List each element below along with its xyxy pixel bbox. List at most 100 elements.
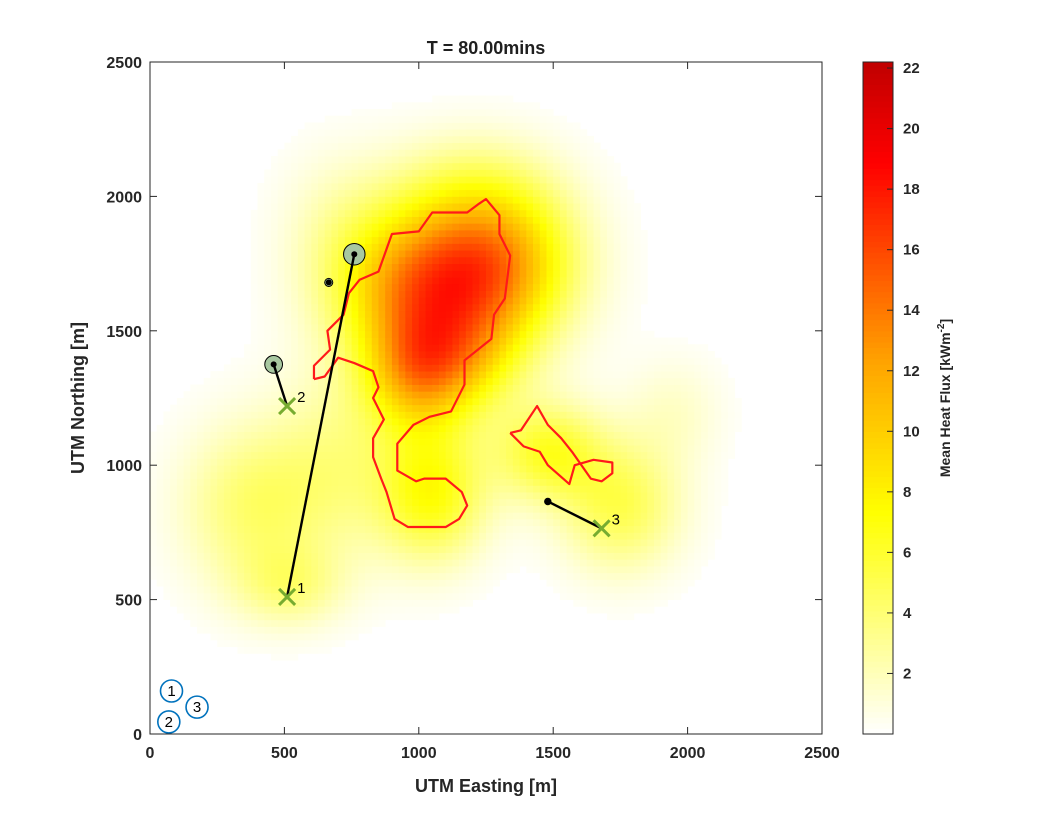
heatmap-cell: [264, 391, 272, 399]
heatmap-cell: [391, 350, 400, 359]
heatmap-cell: [244, 566, 252, 574]
heatmap-cell: [519, 189, 527, 197]
heatmap-cell: [526, 115, 534, 123]
heatmap-cell: [385, 357, 393, 365]
heatmap-cell: [391, 344, 400, 352]
heatmap-cell: [566, 176, 574, 184]
heatmap-cell: [297, 398, 305, 406]
heatmap-cell: [432, 310, 440, 318]
heatmap-cell: [338, 532, 346, 540]
heatmap-cell: [297, 344, 305, 352]
heatmap-cell: [365, 196, 373, 204]
heatmap-cell: [371, 243, 379, 251]
heatmap-cell: [223, 639, 232, 648]
heatmap-cell: [438, 303, 447, 312]
heatmap-cell: [512, 149, 520, 157]
heatmap-cell: [633, 485, 641, 493]
heatmap-cell: [593, 559, 601, 567]
heatmap-cell: [472, 371, 480, 379]
heatmap-cell: [318, 344, 326, 352]
heatmap-cell: [432, 129, 440, 137]
heatmap-cell: [600, 203, 608, 211]
heatmap-cell: [486, 492, 494, 500]
heatmap-cell: [613, 209, 621, 217]
heatmap-cell: [606, 277, 615, 285]
heatmap-cell: [580, 599, 588, 607]
heatmap-cell: [291, 606, 299, 614]
heatmap-cell: [217, 572, 225, 580]
heatmap-cell: [546, 236, 554, 244]
heatmap-cell: [203, 592, 211, 600]
heatmap-cell: [297, 230, 305, 238]
heatmap-cell: [230, 357, 238, 365]
heatmap-cell: [660, 599, 668, 607]
heatmap-cell: [304, 586, 312, 594]
heatmap-cell: [418, 404, 426, 412]
heatmap-cell: [391, 156, 400, 164]
heatmap-cell: [237, 364, 245, 372]
heatmap-cell: [405, 350, 413, 359]
heatmap-cell: [223, 445, 232, 453]
heatmap-cell: [553, 404, 561, 412]
heatmap-cell: [344, 350, 352, 359]
heatmap-cell: [223, 465, 232, 473]
heatmap-cell: [465, 539, 473, 547]
heatmap-cell: [519, 176, 527, 184]
heatmap-cell: [459, 277, 467, 285]
heatmap-cell: [660, 532, 668, 540]
heatmap-cell: [613, 485, 621, 493]
heatmap-cell: [304, 283, 312, 291]
heatmap-cell: [284, 465, 292, 473]
heatmap-cell: [486, 377, 494, 385]
heatmap-cell: [311, 344, 319, 352]
heatmap-cell: [385, 478, 393, 486]
heatmap-cell: [425, 498, 433, 506]
heatmap-cell: [270, 256, 279, 264]
heatmap-cell: [250, 492, 258, 500]
heatmap-cell: [217, 498, 225, 506]
heatmap-cell: [412, 418, 420, 426]
heatmap-cell: [640, 411, 648, 419]
heatmap-cell: [580, 592, 588, 600]
heatmap-cell: [203, 424, 211, 432]
heatmap-cell: [580, 364, 588, 372]
heatmap-cell: [365, 545, 373, 553]
heatmap-cell: [445, 122, 453, 130]
heatmap-cell: [546, 384, 554, 392]
heatmap-cell: [358, 606, 366, 614]
heatmap-cell: [217, 451, 225, 459]
heatmap-cell: [351, 492, 359, 500]
heatmap-cell: [284, 350, 292, 359]
heatmap-cell: [270, 350, 279, 359]
heatmap-cell: [512, 129, 520, 137]
heatmap-cell: [593, 599, 601, 607]
heatmap-cell: [580, 243, 588, 251]
heatmap-cell: [640, 465, 648, 473]
heatmap-cell: [660, 371, 668, 379]
heatmap-cell: [573, 350, 581, 359]
heatmap-cell: [257, 619, 265, 627]
heatmap-cell: [257, 250, 265, 258]
heatmap-cell: [506, 545, 514, 553]
heatmap-cell: [586, 525, 594, 533]
heatmap-cell: [264, 223, 272, 231]
heatmap-cell: [331, 592, 339, 600]
heatmap-cell: [425, 350, 433, 359]
heatmap-cell: [606, 350, 615, 359]
heatmap-cell: [244, 458, 252, 466]
heatmap-cell: [499, 471, 507, 480]
heatmap-cell: [465, 236, 473, 244]
heatmap-cell: [559, 418, 568, 426]
heatmap-cell: [405, 337, 413, 345]
heatmap-cell: [627, 384, 635, 392]
heatmap-cell: [438, 391, 447, 399]
heatmap-cell: [338, 485, 346, 493]
heatmap-cell: [311, 135, 319, 144]
heatmap-cell: [479, 243, 487, 251]
heatmap-cell: [150, 566, 158, 574]
heatmap-cell: [190, 485, 198, 493]
heatmap-cell: [566, 566, 574, 574]
heatmap-cell: [620, 606, 628, 614]
heatmap-cell: [432, 518, 440, 527]
heatmap-cell: [398, 599, 406, 607]
